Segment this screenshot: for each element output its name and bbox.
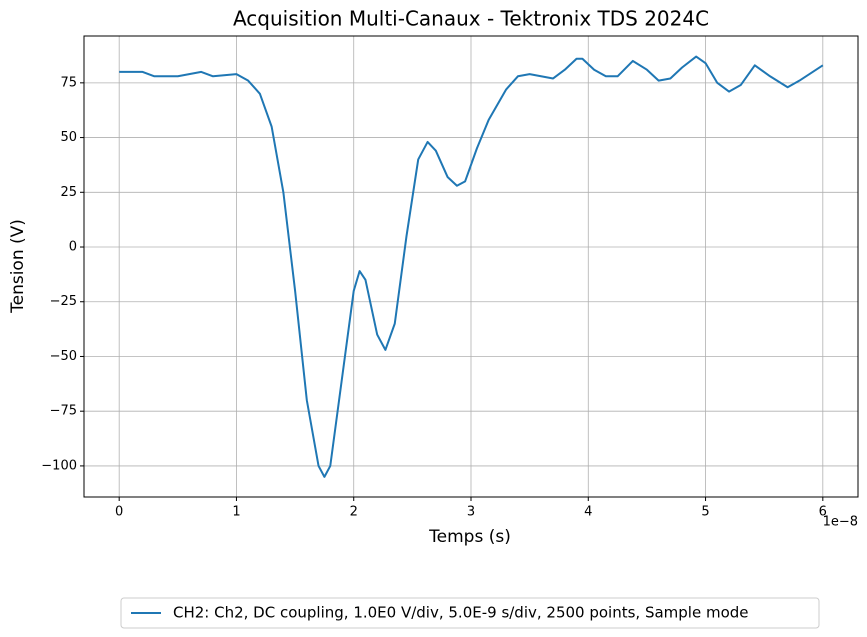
y-tick-label: 0 — [69, 240, 77, 255]
x-tick-label: 2 — [350, 505, 358, 520]
x-tick-label: 5 — [701, 505, 709, 520]
legend-label: CH2: Ch2, DC coupling, 1.0E0 V/div, 5.0E… — [173, 604, 749, 622]
y-axis-label: Tension (V) — [8, 219, 28, 314]
x-tick-label: 0 — [115, 505, 123, 520]
y-tick-label: 25 — [60, 185, 77, 200]
y-tick-label: 75 — [60, 75, 77, 90]
y-tick-label: −75 — [50, 404, 77, 419]
chart-title: Acquisition Multi-Canaux - Tektronix TDS… — [233, 7, 709, 31]
y-tick-label: −50 — [50, 349, 77, 364]
data-line — [119, 55, 824, 478]
x-tick-label: 4 — [584, 505, 592, 520]
legend-box — [120, 597, 820, 629]
y-tick-label: −25 — [50, 294, 77, 309]
y-tick-label: −100 — [41, 458, 77, 473]
x-axis-label: Temps (s) — [428, 527, 511, 547]
plot-frame — [83, 35, 859, 498]
legend: CH2: Ch2, DC coupling, 1.0E0 V/div, 5.0E… — [120, 597, 820, 629]
x-tick-label: 3 — [467, 505, 475, 520]
x-offset-label: 1e−8 — [823, 515, 858, 530]
y-tick-label: 50 — [60, 130, 77, 145]
x-tick-label: 1 — [232, 505, 240, 520]
x-tick-label: 6 — [819, 505, 827, 520]
